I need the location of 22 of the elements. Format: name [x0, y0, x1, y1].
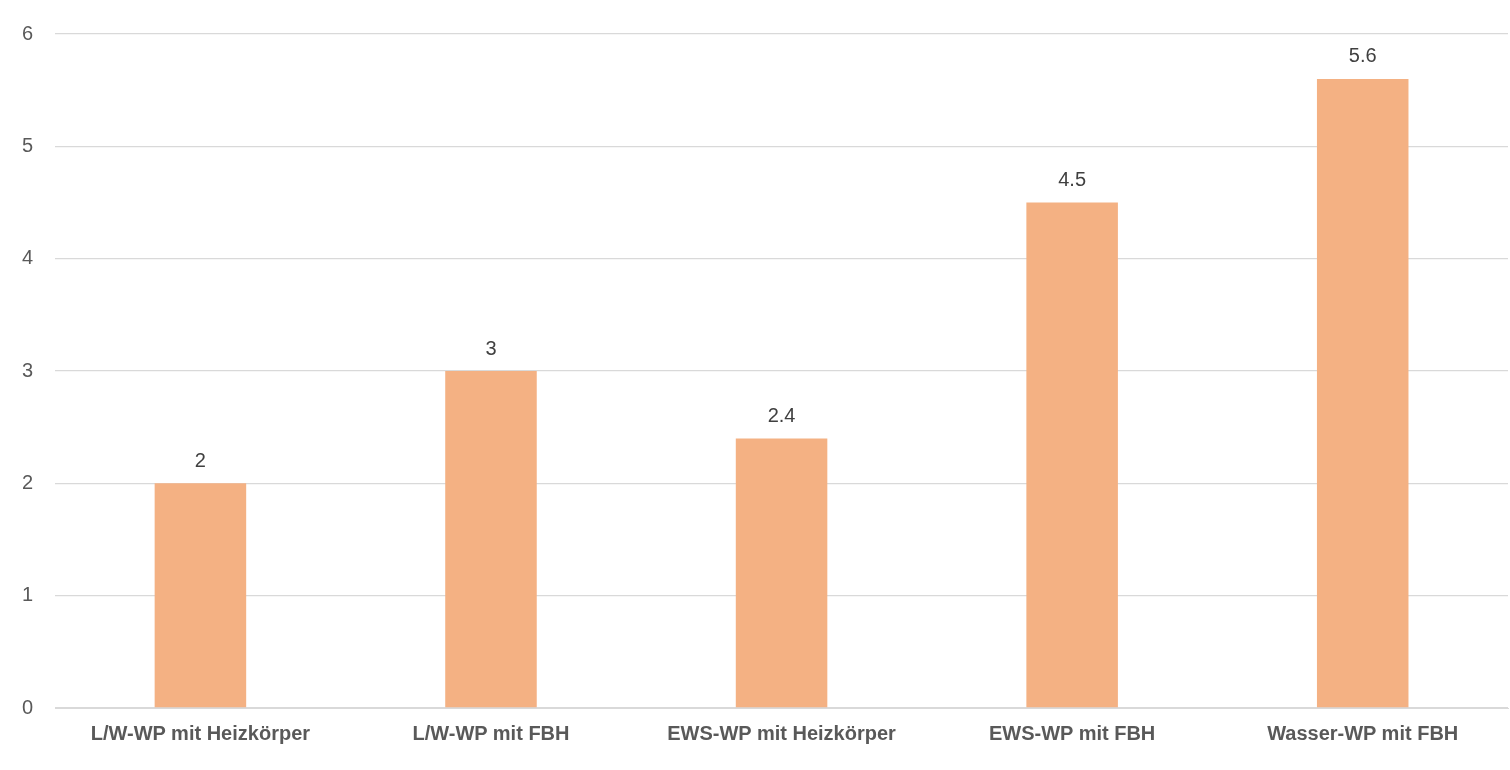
y-tick-label: 5 [22, 133, 34, 156]
data-label: 5.6 [1348, 44, 1377, 67]
bar [154, 483, 247, 708]
bar [1026, 202, 1118, 708]
x-tick-label: EWS-WP mit FBH [988, 721, 1156, 744]
data-label: 2 [194, 448, 206, 471]
data-label: 2.4 [767, 403, 796, 426]
y-tick-label: 1 [22, 583, 34, 606]
y-tick-label: 6 [22, 21, 34, 44]
x-tick-label: L/W-WP mit Heizkörper [90, 721, 311, 744]
x-tick-label: L/W-WP mit FBH [412, 721, 570, 744]
bar [735, 438, 828, 708]
bar [1316, 78, 1409, 708]
data-label: 3 [485, 336, 497, 359]
y-tick-label: 2 [22, 470, 34, 493]
y-tick-label: 3 [22, 358, 34, 381]
y-tick-label: 0 [22, 695, 34, 718]
x-tick-label: Wasser-WP mit FBH [1267, 721, 1459, 744]
bar [445, 371, 537, 708]
x-tick-label: EWS-WP mit Heizkörper [667, 721, 897, 744]
y-tick-label: 4 [22, 246, 34, 269]
data-label: 4.5 [1058, 168, 1087, 191]
